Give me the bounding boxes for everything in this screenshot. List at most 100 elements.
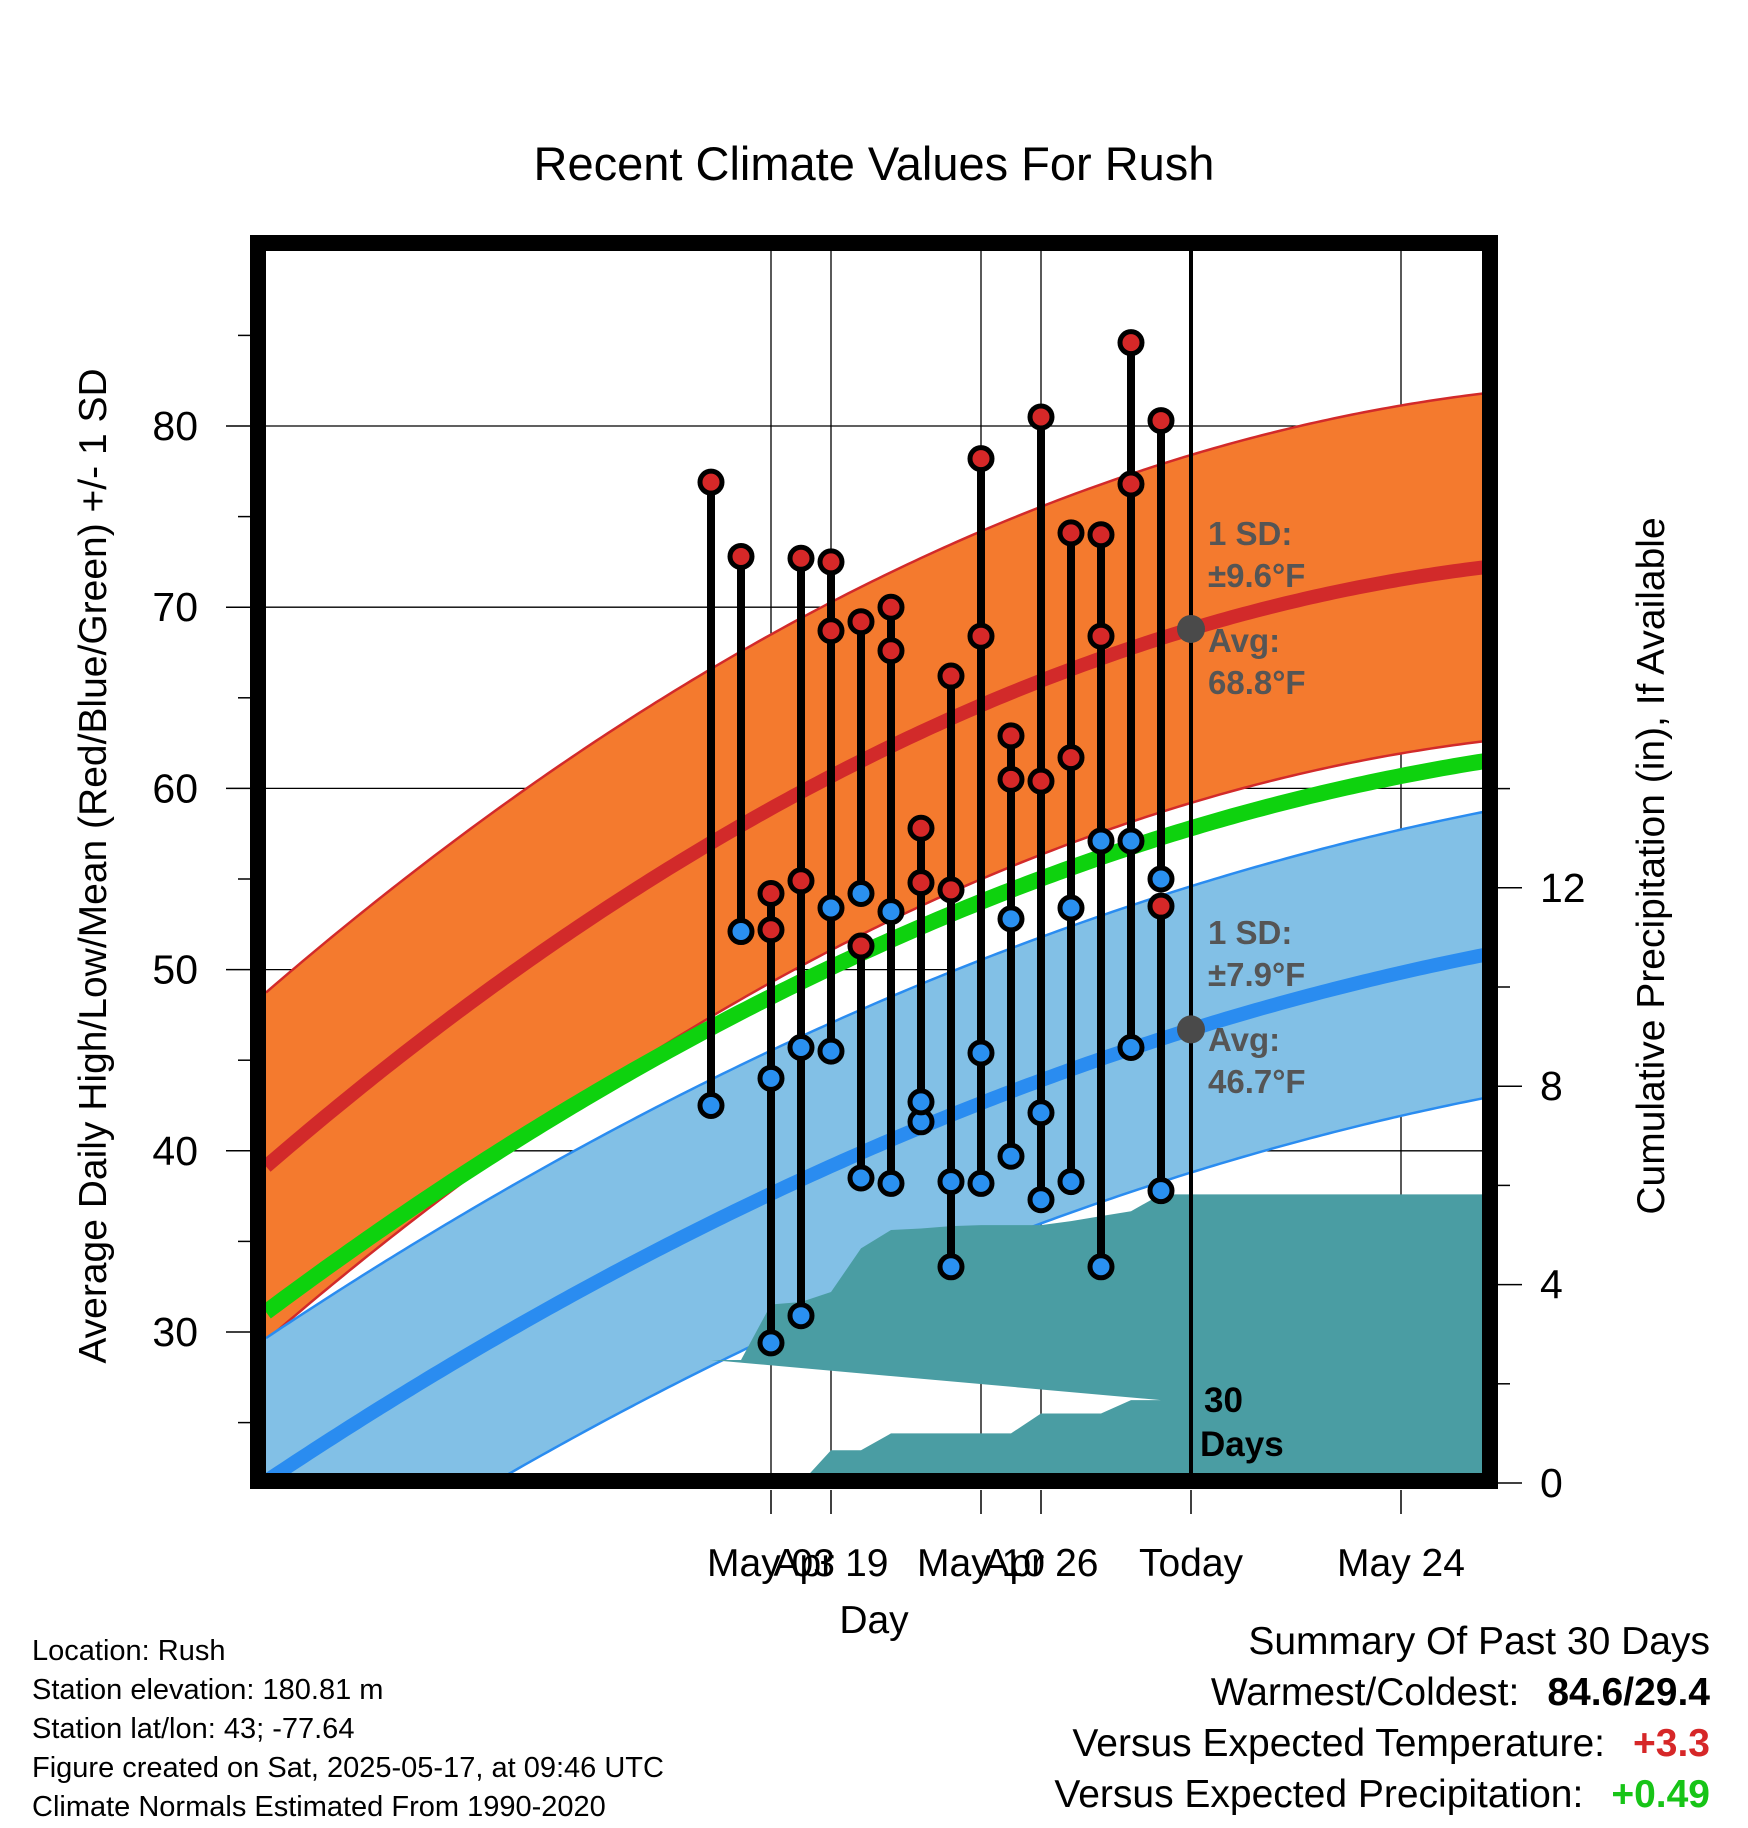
low-point [877,1169,905,1197]
plot-frame [250,235,1498,1489]
high-avg-dot [1177,614,1205,643]
low-point [907,1088,935,1116]
station-info: Location: Rush Station elevation: 180.81… [32,1632,664,1827]
normal-high-line [266,560,1482,1172]
x-tick-label: Apr 26 [984,1542,1099,1585]
low-point [1027,1099,1055,1127]
low-point [967,1039,995,1067]
low-point [877,898,905,926]
normal-mean-line [266,753,1482,1319]
today-period-label-line: 30 [1204,1381,1243,1420]
high-point [787,544,815,572]
x-axis-title: Day [839,1599,909,1642]
warm-cold-value: 84.6/29.4 [1547,1671,1710,1714]
low-point [697,1092,725,1119]
low-avg-annotation: Avg: 46.7°F [1208,1021,1306,1100]
normal-low-line [266,948,1482,1473]
low-point [817,894,845,922]
temp-label: Versus Expected Temperature: [1072,1722,1605,1765]
low-point [1057,1168,1085,1196]
low-point [937,1168,965,1196]
low-avg-annotation-line: Avg: [1208,1021,1280,1058]
chart-title: Recent Climate Values For Rush [534,137,1215,190]
normals-text: Climate Normals Estimated From 1990-2020 [32,1791,606,1823]
y-tick-label: 60 [152,765,198,811]
high-point [1027,403,1055,431]
precip-value: +0.49 [1611,1773,1710,1816]
today-period-label-line: Days [1200,1425,1284,1464]
temp-value: +3.3 [1633,1722,1710,1765]
high-avg-annotation-line: 68.8°F [1208,664,1306,701]
high-sd-annotation: 1 SD: ±9.6°F [1208,515,1305,594]
low-sd-annotation-line: ±7.9°F [1208,956,1305,993]
precip-area [711,1194,1482,1473]
low-point [1147,865,1175,893]
low-point [1027,1186,1055,1214]
low-avg-annotation-line: 46.7°F [1208,1063,1306,1100]
elevation-text: Station elevation: 180.81 m [32,1674,384,1706]
high-point [1147,407,1175,435]
high-point [1117,470,1145,498]
low-point [727,918,755,946]
high-point [877,637,905,665]
y-tick-label: 80 [152,403,198,449]
high-point [1117,329,1145,357]
high-point [997,765,1025,793]
high-point [697,468,725,496]
high-point [907,869,935,897]
summary-panel: Summary Of Past 30 Days Warmest/Coldest:… [1054,1616,1710,1820]
low-point [757,1064,785,1092]
high-point [1087,521,1115,549]
y2-tick-label: 0 [1540,1460,1563,1506]
high-sd-annotation-line: ±9.6°F [1208,557,1305,594]
low-point [1057,894,1085,922]
temp-row: Versus Expected Temperature: +3.3 [1054,1718,1710,1769]
high-point [937,662,965,690]
warm-cold-row: Warmest/Coldest: 84.6/29.4 [1054,1667,1710,1718]
low-point [847,879,875,907]
low-point [1087,827,1115,855]
low-point [1117,827,1145,855]
low-point [1087,1253,1115,1281]
high-avg-annotation-line: Avg: [1208,622,1280,659]
low-point [787,1034,815,1062]
y2-tick-label: 8 [1540,1063,1563,1109]
high-point [907,814,935,842]
location-text: Location: Rush [32,1635,226,1667]
y-tick-label: 50 [152,947,198,993]
low-point [997,1142,1025,1170]
high-point [1087,622,1115,650]
low-point [817,1037,845,1065]
high-point [847,608,875,636]
high-point [757,879,785,907]
low-point [757,1329,785,1357]
low-point [937,1253,965,1281]
latlon-text: Station lat/lon: 43; -77.64 [32,1713,355,1745]
y-axis-label: Average Daily High/Low/Mean (Red/Blue/Gr… [72,368,115,1363]
low-sd-band-upper-edge [266,810,1482,1340]
low-sd-annotation: 1 SD: ±7.9°F [1208,914,1305,993]
high-point [967,445,995,473]
high-point [1147,892,1175,920]
precip-label: Versus Expected Precipitation: [1054,1773,1584,1816]
high-point [817,548,845,576]
low-point [1147,1177,1175,1205]
high-point [967,622,995,650]
high-point [1057,744,1085,772]
low-point [847,1164,875,1192]
high-point [877,593,905,621]
low-point [967,1169,995,1197]
today-period-label: 30 Days [1200,1381,1284,1464]
summary-title: Summary Of Past 30 Days [1248,1620,1710,1663]
y-tick-label: 30 [152,1309,198,1355]
high-point [847,932,875,960]
y-axis-title: Average Daily High/Low/Mean (Red/Blue/Gr… [72,368,115,1363]
high-avg-annotation: Avg: 68.8°F [1208,622,1306,701]
high-sd-band-upper-edge [266,392,1482,994]
x-tick-label: May 03 [707,1542,835,1585]
x-tick-label: Apr 19 [774,1542,889,1585]
y2-axis-title: Cumulative Precipitation (in), If Availa… [1630,517,1673,1214]
high-sd-annotation-line: 1 SD: [1208,515,1292,552]
high-point [1027,767,1055,795]
